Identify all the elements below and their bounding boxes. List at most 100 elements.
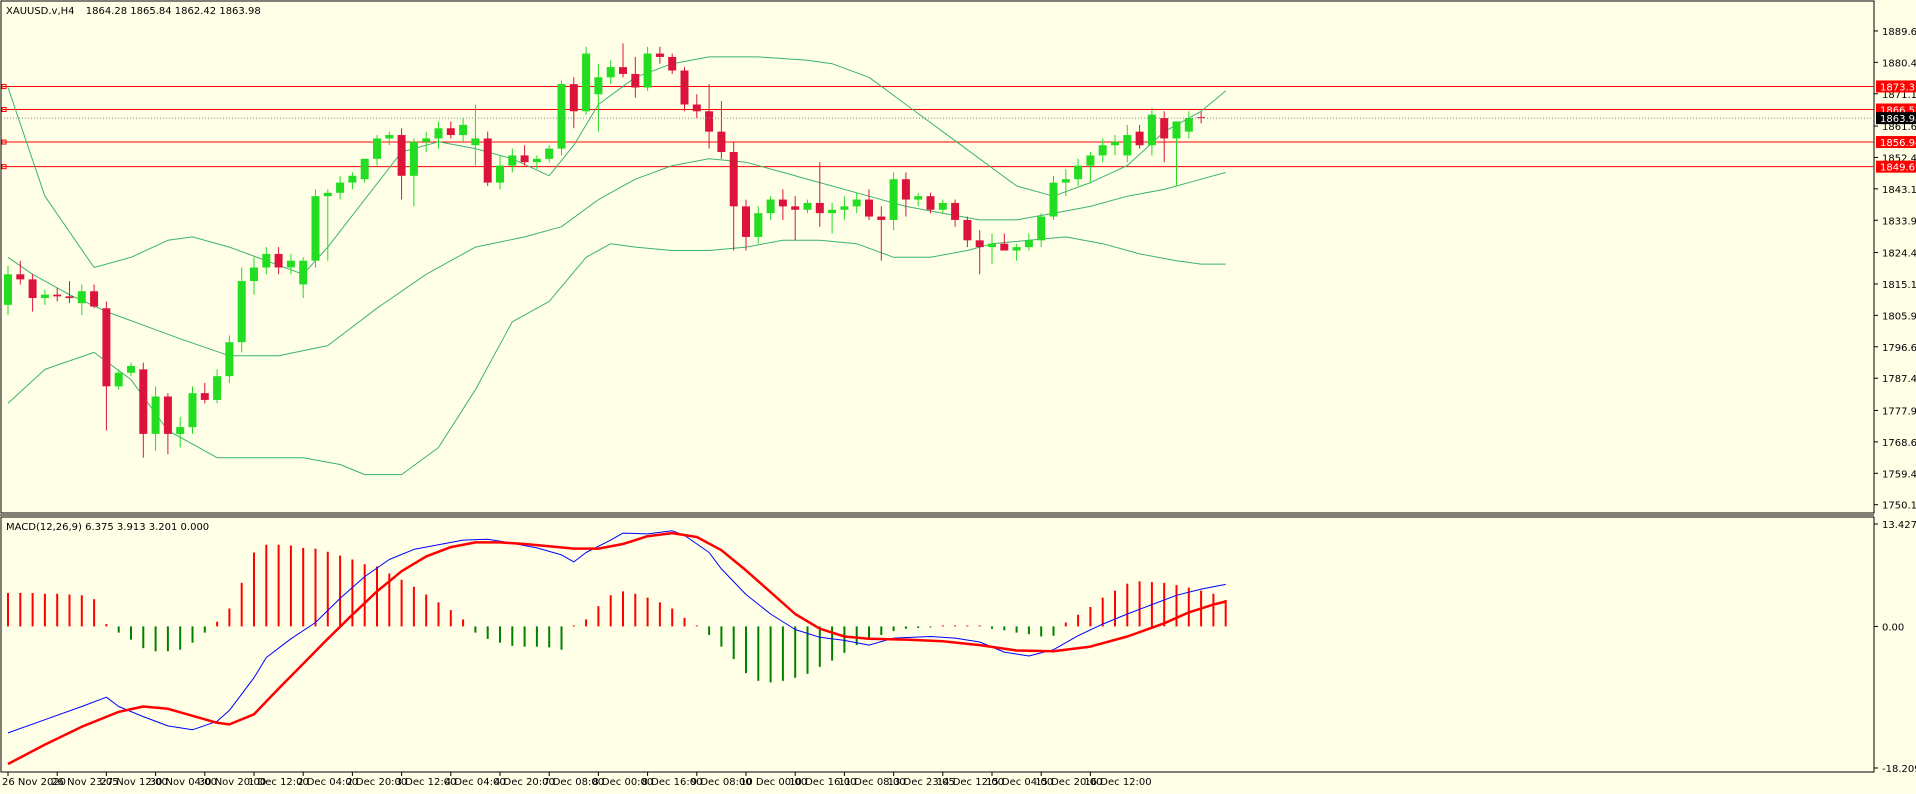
candle	[655, 46, 664, 64]
time-tick-label: 14 Dec 12:00	[937, 777, 1004, 788]
candle-body	[1098, 145, 1107, 156]
candle	[151, 386, 160, 451]
candle-body	[778, 199, 787, 207]
candle	[286, 253, 295, 275]
candle-body	[1000, 243, 1009, 251]
candle	[200, 382, 209, 404]
candle-body	[729, 152, 738, 207]
candle	[1111, 135, 1119, 156]
candle-body	[508, 155, 517, 166]
candle-body	[360, 158, 369, 180]
candle-body	[90, 291, 99, 307]
price-tick-label: 1843.15	[1882, 185, 1916, 196]
candle-body	[483, 138, 492, 183]
candle-body	[1049, 182, 1058, 217]
current-price-tag	[1876, 112, 1916, 125]
time-tick-label: 15 Dec 20:00	[1035, 777, 1102, 788]
candle	[102, 301, 111, 431]
candle-body	[225, 342, 234, 377]
candle-body	[742, 206, 750, 237]
candle	[28, 274, 37, 312]
candle-body	[569, 84, 578, 112]
candle	[471, 104, 480, 166]
price-tick-label: 1861.65	[1882, 122, 1916, 133]
candle-body	[705, 111, 714, 132]
candle-body	[200, 393, 209, 400]
candle	[1184, 111, 1193, 139]
candle	[139, 362, 148, 458]
candle-body	[803, 202, 812, 210]
candle-body	[532, 158, 541, 163]
candle	[336, 175, 345, 200]
time-tick-label: 30 Nov 20:00	[199, 777, 266, 788]
level-handle	[1, 139, 7, 145]
candle	[1074, 158, 1083, 186]
candle	[1012, 243, 1021, 261]
candle	[606, 60, 615, 85]
candle-body	[1012, 247, 1021, 251]
candle-body	[176, 427, 185, 434]
candle-body	[274, 253, 283, 268]
level-handle	[1, 107, 7, 113]
time-tick-label: 26 Nov 2020	[2, 777, 66, 788]
level-price-tag	[1876, 136, 1916, 149]
candle	[520, 145, 529, 166]
candle-body	[250, 267, 258, 282]
candle	[311, 189, 320, 268]
candle-body	[127, 365, 135, 373]
candle-body	[619, 67, 627, 74]
time-tick-label: 10 Dec 16:00	[789, 777, 856, 788]
candle-body	[914, 196, 923, 200]
candle	[508, 148, 517, 173]
candle	[397, 128, 406, 200]
candle	[77, 284, 86, 316]
candle-body	[1184, 118, 1193, 132]
candle-body	[717, 131, 726, 153]
candle-body	[1024, 240, 1033, 248]
time-tick-label: 4 Dec 04:00	[445, 777, 506, 788]
candle	[262, 247, 271, 275]
candle-body	[262, 253, 271, 268]
candle-body	[988, 243, 996, 248]
candle	[889, 172, 898, 231]
macd-signal-line	[7, 531, 1227, 766]
candle	[914, 192, 923, 207]
candle-body	[1111, 141, 1119, 146]
macd-tick-label: -18.209	[1882, 764, 1916, 775]
candle-body	[631, 73, 640, 88]
candle-body	[1197, 117, 1206, 119]
candle-body	[163, 396, 172, 434]
candle	[791, 196, 800, 241]
time-tick-label: 13 Dec 23:05	[888, 777, 955, 788]
price-tick-label: 1768.65	[1882, 438, 1916, 449]
price-tick-label: 1852.40	[1882, 153, 1916, 164]
candle	[274, 247, 283, 275]
candle-body	[336, 182, 345, 193]
time-tick-label: 27 Nov 12:00	[100, 777, 167, 788]
level-price-label: 1856.94	[1880, 138, 1916, 149]
level-handle	[1, 164, 7, 170]
candle	[631, 56, 640, 98]
candle-body	[446, 128, 455, 136]
candle-body	[766, 199, 775, 214]
candle-body	[951, 202, 960, 220]
price-axis: 1889.65 1880.40 1871.15 1861.65 1852.40 1843.…	[1874, 27, 1916, 775]
candle	[1098, 138, 1107, 163]
candle	[422, 131, 431, 153]
candle-body	[655, 53, 664, 57]
price-tick-label: 1815.15	[1882, 280, 1916, 291]
time-tick-label: 10 Dec 00:00	[740, 777, 807, 788]
candle-body	[926, 196, 935, 210]
price-panel-frame	[0, 0, 1875, 514]
candle	[1024, 233, 1033, 251]
time-tick-label: 8 Dec 00:00	[592, 777, 653, 788]
candle-body	[791, 206, 800, 210]
candle	[127, 362, 135, 377]
candle-body	[1074, 165, 1083, 180]
macd-panel-frame	[0, 516, 1875, 773]
candle-body	[496, 165, 504, 183]
candle	[582, 46, 591, 115]
